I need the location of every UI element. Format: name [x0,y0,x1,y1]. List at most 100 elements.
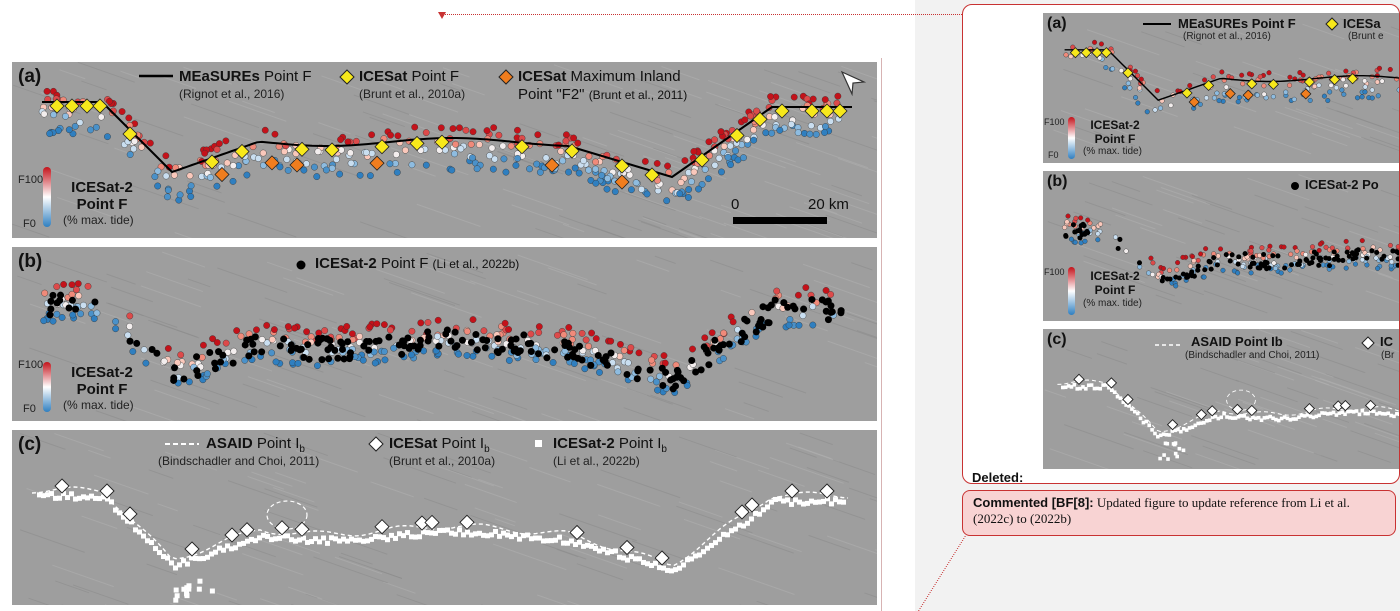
icesat2-li-point [1395,262,1399,268]
map-texture-stroke [1076,243,1145,269]
icesat2-li-point [1070,222,1076,228]
icesat2-li-point [399,337,407,345]
icesat-point-f [564,143,580,159]
icesat2-point [1235,270,1241,276]
map-texture-stroke [174,232,192,238]
map-texture-stroke [1380,189,1399,198]
map-texture-stroke [52,564,114,588]
map-texture-stroke [1391,108,1399,112]
icesat2-point [462,126,470,134]
icesat2-ib-point [53,495,58,501]
map-texture-stroke [764,180,815,200]
icesat2-li-point [702,346,710,354]
icesat2-point [349,330,356,338]
icesat2-point [1359,94,1365,100]
icesat2-point [812,130,820,138]
icesat2-ib-point [137,529,142,535]
icesat2-ib-point [321,535,326,541]
icesat2-li-point [297,345,305,353]
icesat2-ib-point [1282,415,1287,419]
icesat-ib-point [374,519,390,535]
icesat-point-f [1202,79,1215,92]
map-texture-stroke [1111,207,1163,227]
icesat2-point [62,112,69,120]
map-texture-stroke [1336,110,1399,134]
icesat2-point [740,154,747,162]
map-texture-stroke [1290,330,1343,351]
deleted-figure-balloon[interactable]: (a) MEaSUREs Point F (Rignot et al., 201… [962,4,1400,484]
icesat2-point [565,168,572,176]
icesat2-ib-point [189,555,194,561]
comment-text: Updated figure to update reference from … [973,495,1350,526]
map-texture-stroke [553,64,623,90]
icesat2-ib-point [1265,415,1270,420]
icesat2-point [222,339,230,347]
map-texture-stroke [1111,181,1141,192]
icesat2-point [653,160,661,167]
icesat2-point [1135,100,1141,106]
icesat2-ib-point [1340,410,1344,415]
icesat2-ib-point [233,545,238,551]
icesat2-point [417,319,425,327]
measures-line-icon [139,74,173,78]
icesat2-li-point [576,342,584,350]
map-texture-stroke [718,567,795,595]
change-marker-icon[interactable] [438,12,446,19]
map-texture-stroke [1311,119,1364,139]
icesat2-ib-point [317,539,322,545]
icesat2-point [74,280,82,288]
icesat2-li-point [1350,256,1356,262]
map-texture-stroke [497,368,527,380]
map-texture-stroke [253,537,303,556]
map-texture-stroke [567,409,602,421]
legend-icesat: ICESat Point F [359,68,460,85]
map-texture-stroke [429,255,462,268]
icesat2-li-point [451,343,459,351]
icesat2-ib-point [245,538,250,544]
map-texture-stroke [183,116,264,146]
icesat2-point [776,126,784,134]
map-texture-stroke [383,278,460,306]
icesat2-ib-point [1323,411,1327,415]
icesat2-point [705,175,712,183]
icesat2-point [1321,93,1327,99]
icesat2-point [1095,231,1101,237]
icesat-ib-point [1246,404,1258,417]
icesat2-li-point [764,304,772,312]
map-texture-stroke [1260,243,1302,259]
icesat2-point [1098,41,1104,47]
map-texture-stroke [756,600,770,605]
icesat2-point [1309,244,1315,250]
icesat2-point [822,287,830,294]
map-texture-stroke [1150,387,1213,410]
map-texture-stroke [598,514,642,531]
map-texture-stroke [832,459,876,476]
snapshot-a-letter: (a) [1047,15,1067,32]
map-texture-stroke [1350,430,1399,449]
icesat2-li-point [822,307,830,315]
icesat2-li-point [659,381,667,389]
map-texture-stroke [1349,230,1399,250]
map-texture-stroke [57,196,120,220]
icesat2-ib-point [57,495,62,501]
icesat2-ib-point [533,535,538,541]
icesat2-point [767,93,774,100]
icesat2-point [795,291,802,299]
icesat2-ib-point [381,535,386,541]
asaid-dashed-line-icon [165,443,199,445]
map-texture-stroke [720,289,741,298]
icesat2-point [581,365,589,373]
icesat-ib-point [784,483,800,499]
icesat2-point [333,155,340,163]
map-texture-stroke [875,549,877,551]
icesat2-li-point [1379,256,1385,262]
icesat2-point [140,346,148,354]
map-texture-stroke [443,369,465,378]
comment-balloon[interactable]: Commented [BF[8]: Updated figure to upda… [962,490,1396,536]
icesat2-ib-point [241,540,246,546]
icesat2-li-point [1316,262,1322,268]
icesat2-ib-point [1170,429,1175,433]
icesat2-point [592,165,599,173]
map-texture-stroke [29,347,78,366]
map-texture-stroke [559,513,638,542]
